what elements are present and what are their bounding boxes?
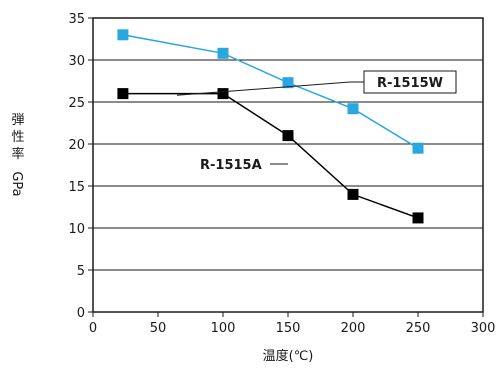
r1515w-label: R-1515W	[377, 76, 443, 91]
x-tick-label: 150	[276, 321, 301, 336]
y-tick-label: 5	[77, 264, 85, 279]
x-tick-label: 50	[150, 321, 167, 336]
y-tick-label: 30	[68, 54, 85, 69]
y-axis-title-char-1: 弾	[11, 113, 24, 128]
y-tick-label: 0	[77, 306, 85, 321]
y-tick-label: 25	[68, 96, 85, 111]
series-marker-1	[347, 188, 359, 200]
x-tick-label: 300	[471, 321, 496, 336]
series-marker-0	[282, 77, 294, 89]
y-tick-label: 35	[68, 12, 85, 27]
label-r1515a-group: R-1515A	[200, 158, 288, 173]
axis-ticks: 0 5 10 15 20 25 30 35 0 50 100 150 200 250 300	[68, 12, 495, 336]
x-tick-label: 200	[341, 321, 366, 336]
label-r1515w-group: R-1515W	[176, 70, 457, 96]
series-line-1	[122, 92, 419, 219]
x-tick-label: 250	[406, 321, 431, 336]
series-marker-0	[117, 29, 129, 41]
y-tick-label: 10	[68, 222, 85, 237]
y-tick-label: 20	[68, 138, 85, 153]
grid-lines	[93, 59, 483, 271]
y-tick-label: 15	[68, 180, 85, 195]
series-layer	[117, 29, 424, 224]
x-tick-label: 100	[211, 321, 236, 336]
series-marker-0	[412, 142, 424, 154]
x-axis-title: 温度(℃)	[263, 348, 314, 364]
series-marker-1	[282, 130, 294, 142]
series-marker-1	[217, 88, 229, 100]
x-tick-label: 0	[89, 321, 97, 336]
y-axis-title-char-3: 率	[11, 146, 24, 162]
series-marker-1	[117, 88, 129, 100]
series-marker-0	[217, 47, 229, 59]
r1515w-label-box	[363, 70, 457, 94]
y-axis-title: 弾 性 率 GPa	[9, 113, 25, 197]
y-axis-title-char-2: 性	[11, 130, 24, 145]
r1515a-label: R-1515A	[200, 158, 262, 173]
series-marker-1	[412, 212, 424, 224]
r1515w-leader-line	[176, 81, 351, 96]
plot-area-frame	[92, 17, 484, 313]
y-axis-unit: GPa	[9, 171, 24, 196]
series-marker-0	[347, 103, 359, 115]
